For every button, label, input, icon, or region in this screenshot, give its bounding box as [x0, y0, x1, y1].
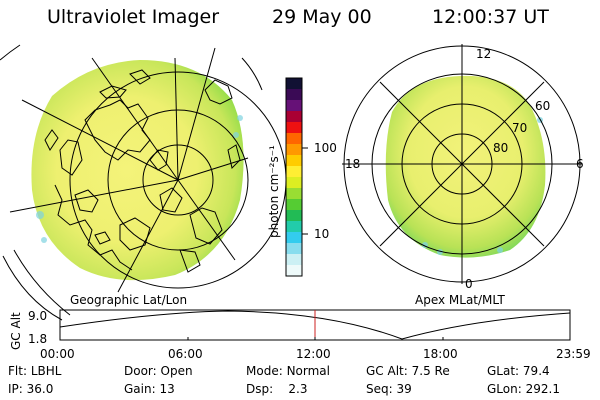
- status-door-value: Open: [160, 364, 193, 378]
- status-glon-value: 292.1: [525, 382, 560, 396]
- colorbar-segment: [286, 232, 302, 244]
- magnetic-map: 12 18 6 0 60 70 80: [342, 44, 584, 291]
- auroral-image-left: [31, 60, 244, 281]
- status-gc-alt: GC Alt: 7.5 Re: [366, 364, 450, 378]
- altitude-ylabel: GC Alt: [9, 312, 23, 350]
- status-filter-value: LBHL: [30, 364, 62, 378]
- status-gain-label: Gain:: [124, 382, 156, 396]
- mlat-label-60: 60: [535, 99, 550, 113]
- time-tick-0600: 06:00: [168, 347, 203, 361]
- time-tick-2359: 23:59: [556, 347, 591, 361]
- colorbar-segment: [286, 177, 302, 189]
- right-map-caption: Apex MLat/MLT: [415, 293, 505, 307]
- colorbar-segment: [286, 243, 302, 255]
- colorbar-tick-100: 100: [314, 141, 337, 155]
- status-mode: Mode: Normal: [246, 364, 330, 378]
- colorbar-tick-10: 10: [314, 227, 329, 241]
- status-door-label: Door:: [124, 364, 157, 378]
- colorbar-ticks: [302, 147, 308, 235]
- altitude-ytick-low: 1.8: [28, 332, 47, 346]
- mlt-label-18: 18: [345, 157, 360, 171]
- colorbar-segment: [286, 122, 302, 134]
- time-axis-ticks: [187, 337, 444, 340]
- colorbar-segment: [286, 144, 302, 156]
- left-map-caption: Geographic Lat/Lon: [70, 293, 188, 307]
- colorbar-segment: [286, 265, 302, 277]
- colorbar-segment: [286, 199, 302, 211]
- outer-frame-arcs: [2, 57, 263, 321]
- colorbar-segment: [286, 221, 302, 233]
- mlat-label-80: 80: [493, 141, 508, 155]
- status-seq-value: 39: [396, 382, 412, 396]
- status-mode-value: Normal: [286, 364, 330, 378]
- mlt-axes: [342, 44, 582, 284]
- time-tick-1200: 12:00: [296, 347, 331, 361]
- status-ip-value: 36.0: [26, 382, 54, 396]
- colorbar-segment: [286, 78, 302, 90]
- intensity-colorbar: [285, 77, 303, 277]
- status-seq-label: Seq:: [366, 382, 393, 396]
- status-glat: GLat: 79.4: [487, 364, 550, 378]
- status-gc-alt-label: GC Alt:: [366, 364, 408, 378]
- colorbar-label: photon cm⁻²s⁻¹: [267, 145, 281, 238]
- altitude-curve: [59, 310, 571, 340]
- colorbar-segment: [286, 133, 302, 145]
- mlt-label-0: 0: [465, 277, 473, 291]
- colorbar-segment: [286, 111, 302, 123]
- status-glon-label: GLon:: [487, 382, 522, 396]
- time-tick-0000: 00:00: [40, 347, 75, 361]
- status-dsp: Dsp: 2.3: [246, 382, 308, 396]
- colorbar-segment: [286, 254, 302, 266]
- colorbar-segment: [286, 100, 302, 112]
- colorbar-segment: [286, 166, 302, 178]
- status-ip-label: IP:: [8, 382, 23, 396]
- status-gc-alt-value: 7.5 Re: [411, 364, 450, 378]
- mlt-label-12: 12: [476, 47, 491, 61]
- status-gain-value: 13: [159, 382, 175, 396]
- status-ip: IP: 36.0: [8, 382, 53, 396]
- geographic-map: [0, 44, 287, 321]
- time-tick-1800: 18:00: [423, 347, 458, 361]
- mlt-label-6: 6: [576, 157, 584, 171]
- status-seq: Seq: 39: [366, 382, 412, 396]
- colorbar-segment: [286, 89, 302, 101]
- observation-time: 12:00:37 UT: [432, 6, 549, 28]
- observation-date: 29 May 00: [272, 6, 372, 28]
- colorbar-frame: [285, 77, 303, 277]
- status-glon: GLon: 292.1: [487, 382, 560, 396]
- status-glat-label: GLat:: [487, 364, 520, 378]
- coastlines: [44, 69, 241, 273]
- status-dsp-label: Dsp:: [246, 382, 274, 396]
- status-door: Door: Open: [124, 364, 193, 378]
- status-filter: Flt: LBHL: [8, 364, 61, 378]
- meridian-lines: [9, 47, 249, 293]
- mlat-label-70: 70: [512, 121, 527, 135]
- instrument-title: Ultraviolet Imager: [47, 6, 220, 28]
- status-gain: Gain: 13: [124, 382, 175, 396]
- altitude-plot: GC Alt 9.0 1.8 00:00 06:00 12:00 18:00 2…: [9, 309, 591, 361]
- status-glat-value: 79.4: [522, 364, 550, 378]
- altitude-ytick-high: 9.0: [28, 309, 47, 323]
- colorbar-segment: [286, 188, 302, 200]
- status-filter-label: Flt:: [8, 364, 27, 378]
- status-dsp-value: 2.3: [288, 382, 308, 396]
- status-mode-label: Mode:: [246, 364, 283, 378]
- colorbar-segment: [286, 155, 302, 167]
- colorbar-segment: [286, 210, 302, 222]
